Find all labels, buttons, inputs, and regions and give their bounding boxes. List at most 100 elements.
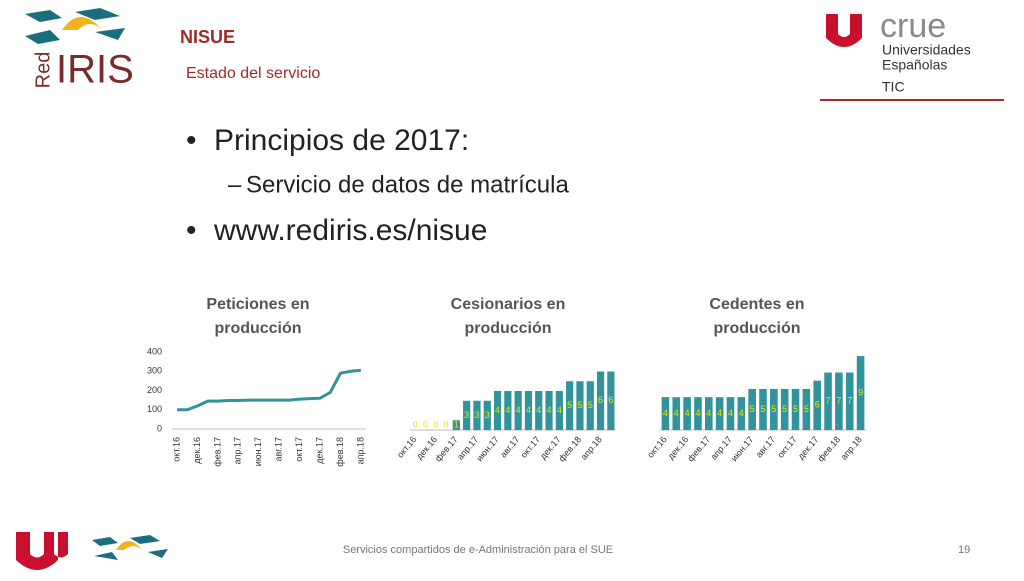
header-title: NISUE xyxy=(180,27,235,47)
data-label: 7 xyxy=(826,396,831,406)
bar xyxy=(845,372,854,430)
x-tick-label: авг.17 xyxy=(274,437,284,461)
data-label: 4 xyxy=(516,405,521,415)
bar xyxy=(856,356,865,430)
data-label: 5 xyxy=(782,404,787,414)
x-tick-label: июн.17 xyxy=(729,434,755,463)
data-label: 3 xyxy=(464,410,469,420)
logo-text: TIC xyxy=(882,79,905,95)
x-tick-label: окт.16 xyxy=(645,434,669,459)
bar xyxy=(566,381,574,430)
y-tick-label: 100 xyxy=(147,404,162,414)
data-label: 0 xyxy=(433,419,438,429)
bar xyxy=(672,397,681,430)
y-tick-label: 300 xyxy=(147,366,162,376)
bar xyxy=(504,391,512,430)
bar xyxy=(493,391,502,430)
data-label: 4 xyxy=(505,405,510,415)
crue-logo: crue Universidades Españolas TIC xyxy=(820,7,1004,101)
x-tick-label: фев.17 xyxy=(212,437,222,467)
x-tick-label: окт.16 xyxy=(171,437,181,462)
data-label: 4 xyxy=(547,405,552,415)
bullet-marker: • xyxy=(186,214,197,247)
bar xyxy=(473,400,481,430)
x-tick-label: авг.17 xyxy=(498,434,521,459)
bar xyxy=(813,380,822,430)
footer-text: Servicios compartidos de e-Administració… xyxy=(343,544,613,556)
x-tick-label: дек.16 xyxy=(192,437,202,464)
bar xyxy=(483,400,491,430)
data-label: 0 xyxy=(444,419,449,429)
bar xyxy=(759,388,767,430)
data-label: 4 xyxy=(706,408,711,418)
y-tick-label: 200 xyxy=(147,385,162,395)
x-tick-label: окт.17 xyxy=(294,437,304,462)
data-label: 5 xyxy=(760,404,765,414)
bar xyxy=(596,371,605,430)
y-tick-label: 0 xyxy=(157,423,162,433)
bar xyxy=(791,388,800,430)
bar xyxy=(824,372,832,430)
header-subtitle: Estado del servicio xyxy=(186,65,320,82)
x-tick-label: апр.17 xyxy=(233,437,243,464)
bar xyxy=(514,391,522,430)
data-label: 4 xyxy=(695,408,700,418)
chart-title: Cesionarios en producción xyxy=(451,296,566,337)
chart-title: Cedentes en producción xyxy=(709,296,804,337)
data-label: 5 xyxy=(793,404,798,414)
bar xyxy=(452,420,460,430)
data-label: 5 xyxy=(577,400,582,410)
sub-bullet: Servicio de datos de matrícula xyxy=(246,171,569,198)
logo-text: crue xyxy=(880,7,946,45)
bar xyxy=(463,400,471,430)
data-label: 7 xyxy=(836,396,841,406)
bar xyxy=(524,391,533,430)
data-label: 4 xyxy=(739,408,744,418)
x-tick-label: фев.18 xyxy=(335,437,345,467)
bar xyxy=(545,391,553,430)
x-tick-label: апр.18 xyxy=(355,437,365,464)
data-label: 4 xyxy=(717,408,722,418)
bar xyxy=(802,388,811,430)
chart-title: Peticiones en producción xyxy=(206,296,309,337)
bullet-marker: • xyxy=(186,124,197,157)
logo-text: IRIS xyxy=(56,48,134,92)
data-label: 5 xyxy=(771,404,776,414)
x-tick-label: фев.18 xyxy=(557,434,584,463)
x-tick-label: апр.18 xyxy=(839,434,864,461)
data-label: 4 xyxy=(495,405,500,415)
bar xyxy=(586,381,594,430)
sub-bullet-marker: – xyxy=(228,171,242,198)
bar xyxy=(555,391,563,430)
logo-text: Red xyxy=(32,52,54,89)
data-label: 4 xyxy=(674,408,679,418)
bar xyxy=(661,397,670,430)
bar xyxy=(748,388,756,430)
data-label: 5 xyxy=(804,404,809,414)
bullet: Principios de 2017: xyxy=(214,124,469,157)
bar xyxy=(770,388,778,430)
data-label: 6 xyxy=(598,395,603,405)
bar xyxy=(835,372,843,430)
rediris-logo: Red IRIS xyxy=(25,8,134,92)
data-label: 4 xyxy=(728,408,733,418)
data-label: 6 xyxy=(608,395,613,405)
bullet: www.rediris.es/nisue xyxy=(213,214,487,247)
x-tick-label: апр.18 xyxy=(579,434,604,461)
page-number: 19 xyxy=(958,544,970,556)
data-label: 1 xyxy=(454,419,459,429)
data-label: 4 xyxy=(685,408,690,418)
data-label: 5 xyxy=(588,400,593,410)
x-tick-label: окт.17 xyxy=(775,434,799,459)
x-tick-label: июн.17 xyxy=(253,437,263,466)
logo-text: Universidades xyxy=(882,42,971,58)
bar xyxy=(726,397,735,430)
bar xyxy=(607,371,615,430)
data-label: 4 xyxy=(536,405,541,415)
data-label: 6 xyxy=(815,400,820,410)
chart: Cedentes en producciónокт.16дек.16фев.17а… xyxy=(645,296,866,464)
line xyxy=(177,368,362,412)
bar xyxy=(683,397,691,430)
data-label: 0 xyxy=(423,419,428,429)
data-label: 4 xyxy=(526,405,531,415)
